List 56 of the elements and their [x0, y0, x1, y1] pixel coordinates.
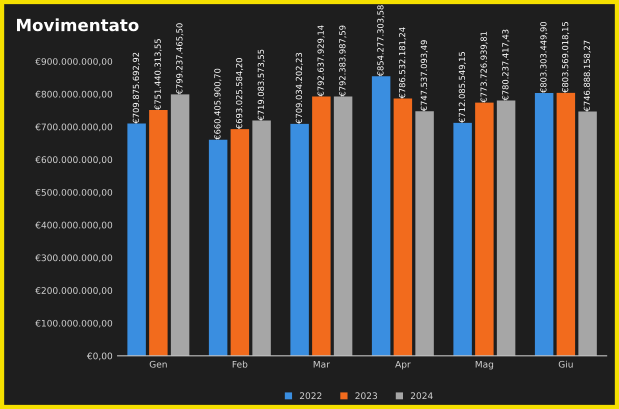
- data-label: €773.726.939,81: [480, 32, 488, 103]
- data-label: €792.383.987,59: [339, 26, 346, 97]
- data-label: €719.083.573,55: [258, 50, 265, 121]
- bar: [334, 96, 352, 356]
- y-tick-label: €100.000.000,00: [35, 320, 112, 328]
- bar: [170, 94, 190, 356]
- x-tick-label: Feb: [232, 360, 248, 368]
- data-label: €786.532.181,24: [398, 27, 406, 98]
- data-label: €693.025.584,20: [236, 58, 244, 130]
- data-label: €780.237.417,43: [502, 30, 510, 101]
- data-label: €854.277.303,58: [377, 5, 384, 76]
- data-label: €803.569.018,15: [562, 22, 570, 93]
- y-tick-label: €0,00: [86, 352, 112, 360]
- bar: [230, 129, 250, 356]
- data-label: €799.237.465,50: [176, 23, 184, 94]
- data-label: €746.888.158,27: [584, 40, 591, 112]
- y-tick-label: €300.000.000,00: [35, 254, 112, 262]
- x-tick-label: Giu: [558, 360, 573, 368]
- legend-label: 2023: [355, 392, 378, 400]
- bar: [252, 120, 271, 356]
- data-label: €712.085.549,15: [458, 52, 466, 123]
- bar: [149, 110, 168, 356]
- y-tick-label: €700.000.000,00: [35, 124, 112, 132]
- bar: [290, 124, 309, 356]
- y-tick-label: €500.000.000,00: [35, 188, 112, 197]
- bar: [453, 122, 472, 356]
- bar: [208, 140, 228, 356]
- bar: [394, 98, 412, 356]
- bar: [415, 111, 434, 356]
- data-label: €709.034.202,23: [296, 52, 303, 124]
- bar: [496, 100, 516, 356]
- data-label: €747.537.093,49: [420, 40, 428, 112]
- data-label: €751.440.313,55: [154, 39, 162, 110]
- y-tick-label: €800.000.000,00: [35, 90, 112, 99]
- y-tick-label: €400.000.000,00: [35, 222, 112, 230]
- bar: [475, 102, 494, 356]
- bar: [127, 124, 146, 356]
- legend-label: 2022: [300, 392, 322, 400]
- x-tick-label: Apr: [395, 360, 411, 370]
- y-tick-label: €600.000.000,00: [35, 156, 112, 164]
- x-tick-label: Gen: [150, 360, 167, 368]
- x-tick-label: Mar: [314, 360, 330, 368]
- chart-title: Movimentato: [17, 18, 139, 32]
- data-label: €803.303.449,90: [540, 22, 548, 93]
- x-tick-label: Mag: [476, 360, 494, 370]
- bar: [578, 111, 597, 356]
- bar: [534, 92, 554, 356]
- data-label: €660.405.900,70: [214, 68, 222, 140]
- data-label: €709.875.692,92: [132, 52, 140, 124]
- bar: [372, 76, 390, 356]
- y-tick-label: €900.000.000,00: [35, 58, 112, 66]
- bar: [312, 96, 331, 356]
- data-label: €792.637.929,14: [317, 25, 325, 96]
- legend-label: 2024: [410, 392, 433, 400]
- bar: [556, 92, 576, 356]
- y-tick-label: €200.000.000,00: [35, 287, 112, 295]
